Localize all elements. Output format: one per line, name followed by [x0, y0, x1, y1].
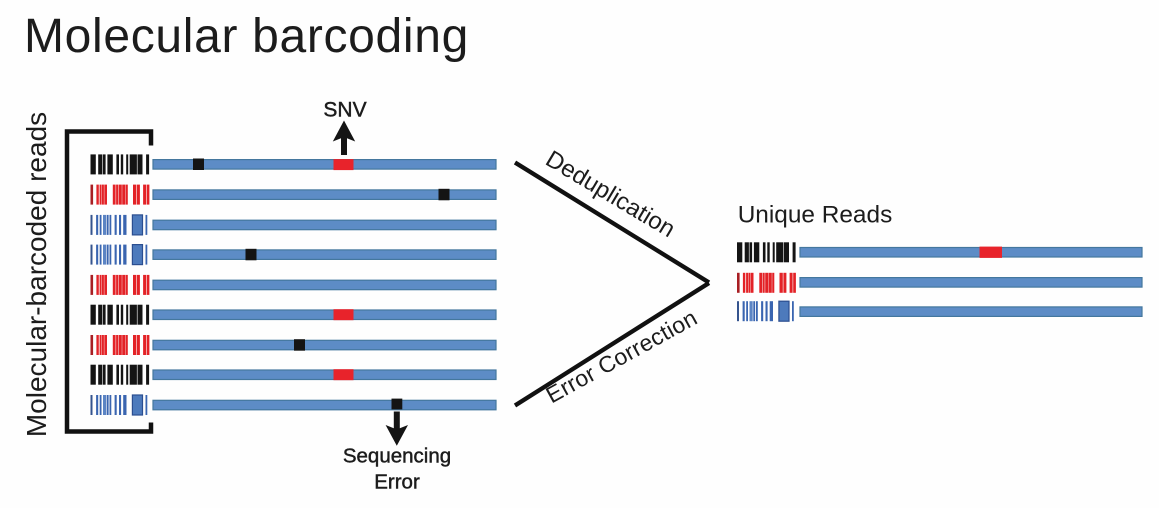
- svg-text:Sequencing: Sequencing: [343, 445, 451, 468]
- svg-text:Molecular barcoding: Molecular barcoding: [24, 10, 469, 63]
- svg-text:Error Correction: Error Correction: [541, 304, 701, 408]
- svg-text:Molecular-barcoded reads: Molecular-barcoded reads: [21, 112, 52, 437]
- svg-text:SNV: SNV: [323, 98, 366, 121]
- svg-text:Error: Error: [374, 471, 420, 494]
- svg-text:Unique Reads: Unique Reads: [738, 202, 893, 229]
- svg-text:Deduplication: Deduplication: [541, 145, 680, 243]
